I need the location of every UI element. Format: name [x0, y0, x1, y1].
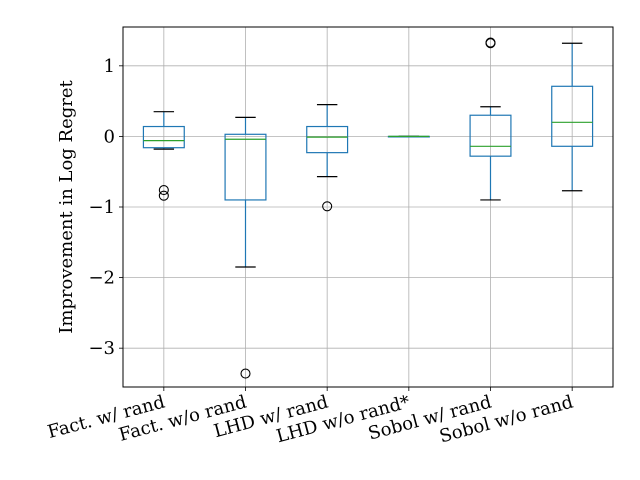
grid-lines [123, 27, 613, 387]
box-plots [142, 37, 594, 379]
y-axis-label: Improvement in Log Regret [56, 79, 77, 333]
box-6 [551, 42, 594, 192]
outlier-point [322, 201, 333, 212]
box-iqr [306, 125, 349, 154]
box-iqr [224, 133, 267, 201]
y-tick-label: 1 [104, 56, 115, 77]
box-5 [469, 37, 512, 201]
outlier-point [240, 368, 251, 379]
box-iqr [142, 125, 185, 149]
y-tick-label: −1 [88, 197, 115, 218]
y-axis-ticks: −3 −2 −1 0 1 [88, 56, 123, 359]
box-3 [306, 104, 349, 212]
y-tick-label: 0 [104, 126, 115, 147]
y-tick-label: −2 [88, 268, 115, 289]
box-1 [142, 111, 185, 201]
box-iqr [469, 114, 512, 157]
outlier-point [485, 37, 496, 48]
outlier-point [158, 185, 169, 196]
box-2 [224, 116, 267, 379]
box-iqr [551, 85, 594, 147]
outlier-point [158, 190, 169, 201]
box-4 [387, 135, 430, 138]
y-tick-label: −3 [88, 338, 115, 359]
